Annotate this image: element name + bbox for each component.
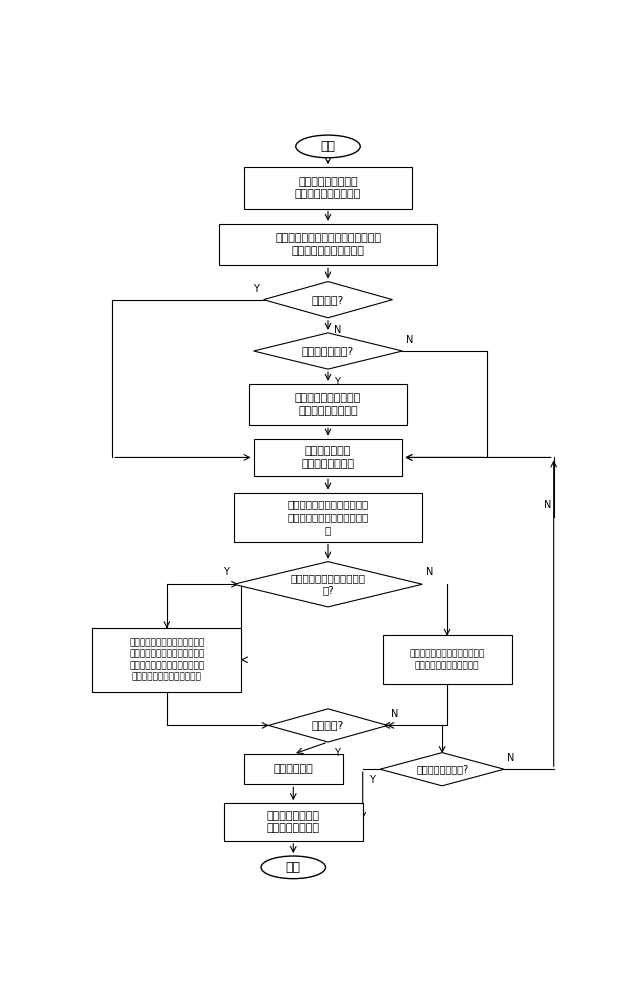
Text: N: N [507, 753, 515, 763]
Text: 装有车载电子标签的
车辆进入第一个通信区: 装有车载电子标签的 车辆进入第一个通信区 [295, 177, 361, 199]
Text: N: N [392, 709, 399, 719]
Text: Y: Y [334, 748, 340, 758]
Polygon shape [234, 562, 422, 607]
FancyBboxPatch shape [383, 635, 511, 684]
FancyBboxPatch shape [92, 628, 241, 692]
Text: N: N [544, 500, 551, 510]
Text: Y: Y [253, 284, 259, 294]
Text: 交易成功?: 交易成功? [312, 720, 344, 730]
FancyBboxPatch shape [253, 439, 403, 476]
Polygon shape [264, 282, 392, 318]
FancyBboxPatch shape [248, 384, 407, 425]
Polygon shape [253, 333, 403, 369]
Text: 车载电子标签已完成部分交
易?: 车载电子标签已完成部分交 易? [291, 573, 365, 595]
Ellipse shape [296, 135, 360, 158]
Text: N: N [334, 325, 341, 335]
Text: 微波天线尝试完成对下一个通
信区中车载电子标签的交易处
理: 微波天线尝试完成对下一个通 信区中车载电子标签的交易处 理 [287, 499, 369, 535]
Ellipse shape [261, 856, 326, 879]
Polygon shape [269, 709, 388, 742]
Text: 生成交易记录: 生成交易记录 [273, 764, 313, 774]
Text: N: N [406, 335, 413, 345]
FancyBboxPatch shape [224, 803, 363, 841]
Text: 为最后一个通信区?: 为最后一个通信区? [416, 764, 468, 774]
Text: 交易成功?: 交易成功? [312, 295, 344, 305]
FancyBboxPatch shape [219, 224, 437, 265]
Text: 已完成部分交易?: 已完成部分交易? [302, 346, 354, 356]
Text: N: N [426, 567, 433, 577]
Text: 生成电子标签已完成交
易步骤末点标识记录: 生成电子标签已完成交 易步骤末点标识记录 [295, 393, 361, 416]
Text: 微波天线尝试完成对通信区中车
载电子标签的交易处理操作: 微波天线尝试完成对通信区中车 载电子标签的交易处理操作 [410, 650, 484, 670]
FancyBboxPatch shape [234, 493, 422, 542]
Text: 结束: 结束 [286, 861, 301, 874]
Text: Y: Y [223, 567, 229, 577]
FancyBboxPatch shape [244, 167, 412, 209]
Text: 微波天线尝试完成对第一个通信区中
车载电子标签的交易处理: 微波天线尝试完成对第一个通信区中 车载电子标签的交易处理 [275, 233, 381, 256]
Text: 根据车载电子标签已完成交易步
骤末点标识记录，控制微波天线
继续处理上一个通信区中车载电
子标签未完成的交易处理操作: 根据车载电子标签已完成交易步 骤末点标识记录，控制微波天线 继续处理上一个通信区… [129, 638, 204, 681]
Text: Y: Y [369, 775, 375, 785]
Text: 车辆继续前行，
进入下一个通信区: 车辆继续前行， 进入下一个通信区 [301, 446, 355, 469]
Text: Y: Y [334, 377, 340, 387]
Text: 恢复初始状态，等
待下一车辆的到达: 恢复初始状态，等 待下一车辆的到达 [267, 811, 320, 833]
FancyBboxPatch shape [244, 754, 343, 784]
Text: 开始: 开始 [321, 140, 335, 153]
Polygon shape [380, 753, 504, 786]
